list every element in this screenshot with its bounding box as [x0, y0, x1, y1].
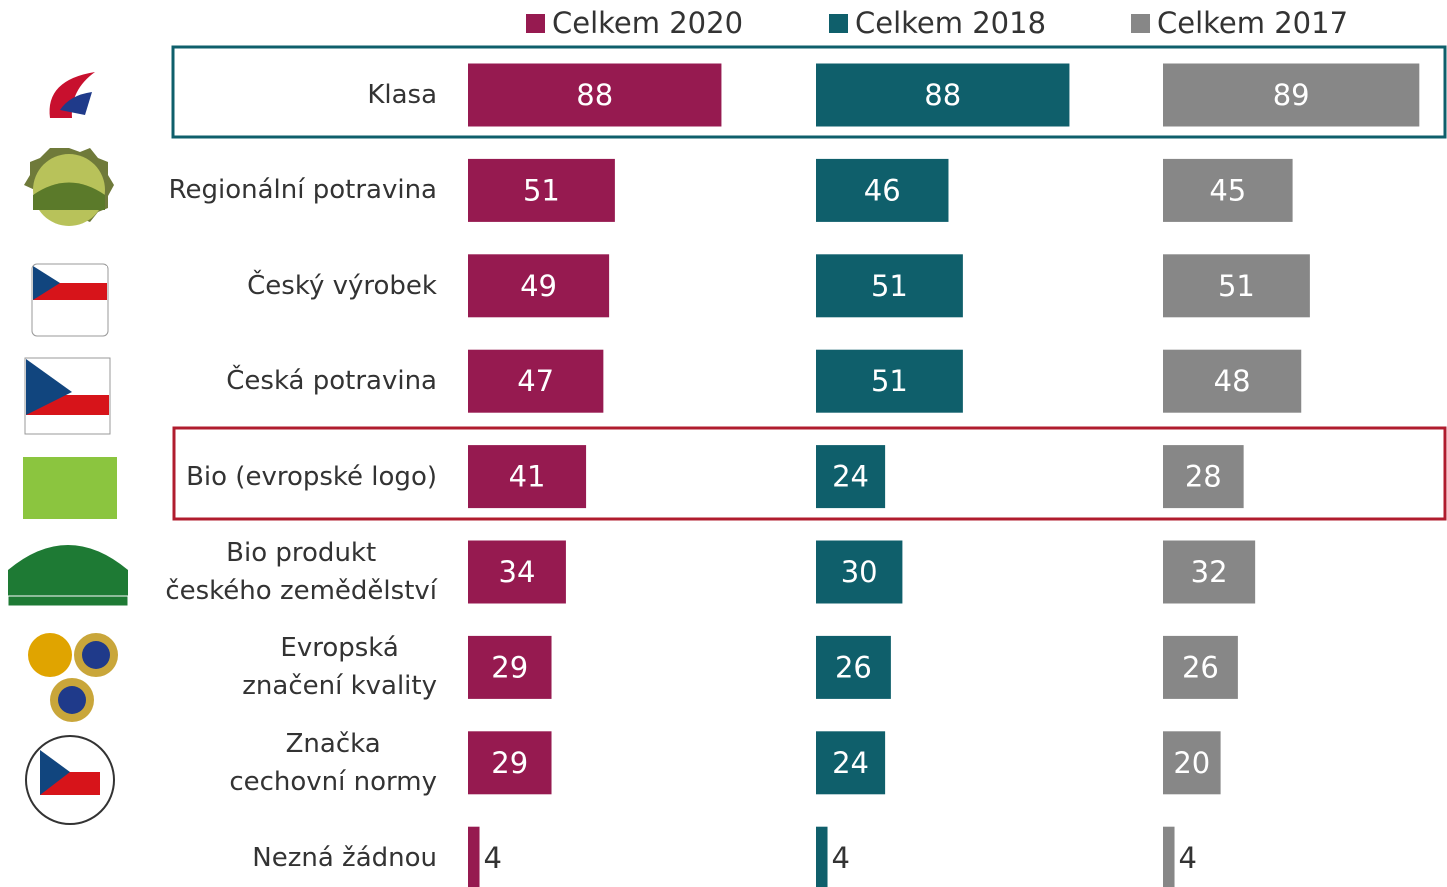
value-label: 29: [491, 746, 528, 780]
value-label: 24: [832, 746, 869, 780]
bar: [468, 731, 552, 795]
category-label: Klasa: [367, 80, 437, 110]
category-label: Evropská značení kvality: [242, 633, 437, 702]
bar: [468, 445, 587, 509]
value-label: 24: [832, 460, 869, 494]
bar: [1163, 254, 1310, 318]
value-label: 26: [1182, 650, 1219, 684]
bar: [816, 63, 1070, 127]
value-label: 4: [832, 841, 850, 875]
bar: [1163, 63, 1420, 127]
value-label: 30: [841, 555, 878, 589]
legend-swatch: [526, 14, 545, 33]
logos: [7, 72, 129, 825]
value-label: 89: [1273, 78, 1310, 112]
value-label: 4: [484, 841, 502, 875]
value-label: 47: [517, 364, 554, 398]
bar: [1163, 349, 1302, 413]
category-label: Značka cechovní normy: [229, 728, 437, 797]
value-label: 48: [1214, 364, 1251, 398]
category-label: Česká potravina: [226, 366, 437, 397]
bar: [1163, 635, 1238, 699]
bar: [468, 540, 566, 604]
value-label: 41: [509, 460, 546, 494]
category-label: Nezná žádnou: [252, 843, 437, 874]
category-label: Regionální potravina: [168, 175, 437, 206]
value-label: 45: [1209, 173, 1246, 207]
legend-label: Celkem 2017: [1157, 6, 1348, 40]
value-label: 46: [864, 173, 901, 207]
bar: [1163, 731, 1221, 795]
value-label: 32: [1191, 555, 1228, 589]
value-label: 34: [499, 555, 536, 589]
bar: [468, 635, 552, 699]
highlight-box: [172, 426, 1447, 521]
bar: [468, 349, 604, 413]
value-label: 51: [871, 269, 908, 303]
value-label: 88: [924, 78, 961, 112]
legend-label: Celkem 2020: [552, 6, 743, 40]
category-label: Český výrobek: [247, 270, 437, 301]
value-label: 49: [520, 269, 557, 303]
bar: [816, 158, 949, 222]
bar: [816, 349, 963, 413]
value-label: 26: [835, 650, 872, 684]
highlight-box: [171, 45, 1447, 139]
category-label: Bio (evropské logo): [186, 461, 437, 492]
bar: [816, 635, 891, 699]
value-label: 4: [1179, 841, 1197, 875]
bar: [816, 254, 963, 318]
value-label: 88: [576, 78, 613, 112]
bar: [468, 826, 480, 887]
value-label: 20: [1173, 746, 1210, 780]
bar: [816, 826, 828, 887]
bar: [816, 731, 886, 795]
value-label: 51: [1218, 269, 1255, 303]
value-label: 51: [871, 364, 908, 398]
bar: [1163, 158, 1293, 222]
bar: [1163, 540, 1256, 604]
value-label: 51: [523, 173, 560, 207]
legend-label: Celkem 2018: [855, 6, 1046, 40]
bar: [1163, 826, 1175, 887]
legend-swatch: [1131, 14, 1150, 33]
bar: [468, 158, 615, 222]
category-label: Bio produkt českého zemědělství: [165, 538, 437, 606]
bar: [816, 540, 903, 604]
value-label: 29: [491, 650, 528, 684]
bar: [816, 445, 886, 509]
bar: [468, 254, 610, 318]
value-label: 28: [1185, 460, 1222, 494]
legend-swatch: [829, 14, 848, 33]
bar: [1163, 445, 1244, 509]
bar: [468, 63, 722, 127]
